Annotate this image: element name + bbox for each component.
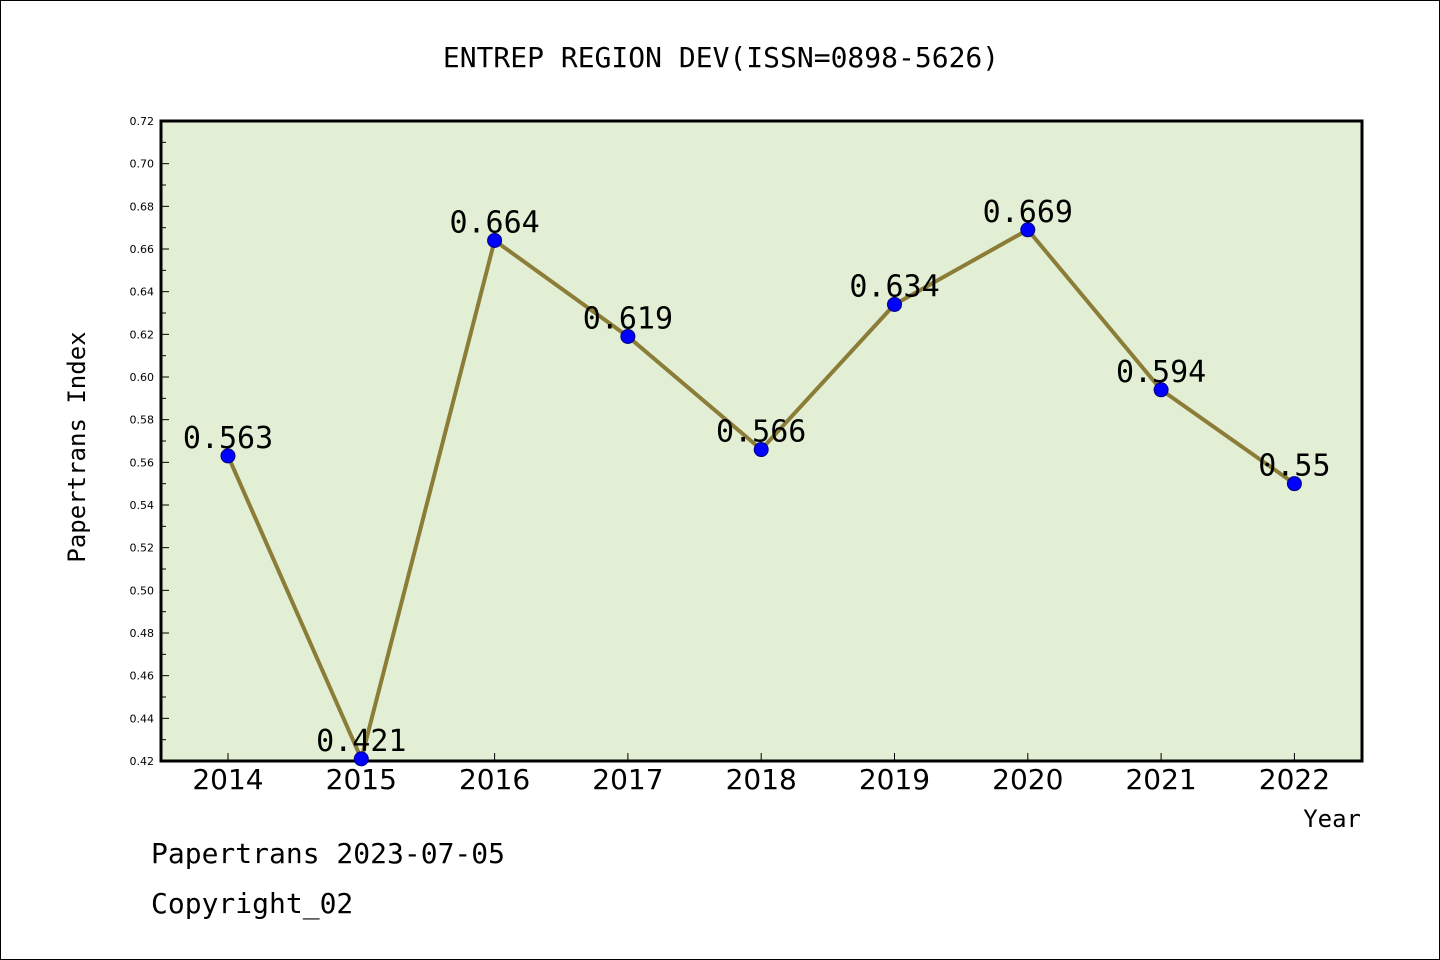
x-axis-ticks: 2014 2015 2016 2017 2018 2019 2020 2021 2022	[192, 753, 1330, 796]
y-tick-label: 0.60	[130, 371, 155, 384]
data-label: 0.634	[849, 269, 939, 304]
y-axis-label: Papertrans Index	[63, 331, 91, 562]
x-tick-label: 2017	[592, 763, 663, 796]
x-tick-label: 2021	[1125, 763, 1196, 796]
data-series	[220, 222, 1302, 767]
y-axis-ticks: 0.42 0.44 0.46 0.48 0.50 0.52 0.54 0.56 0.58 0.60…	[130, 115, 169, 768]
data-label: 0.669	[983, 195, 1073, 230]
data-point	[620, 328, 636, 344]
data-label: 0.664	[449, 205, 539, 240]
data-point	[487, 232, 503, 248]
data-label: 0.55	[1258, 449, 1330, 484]
data-label: 0.421	[316, 724, 406, 759]
y-tick-label: 0.62	[130, 328, 155, 341]
y-tick-label: 0.50	[130, 584, 155, 597]
x-tick-label: 2020	[992, 763, 1063, 796]
x-tick-label: 2018	[726, 763, 797, 796]
data-point	[1286, 476, 1302, 492]
data-point	[1153, 382, 1169, 398]
data-point	[753, 442, 769, 458]
footer-copyright: Copyright_02	[151, 887, 354, 920]
data-label: 0.566	[716, 415, 806, 450]
y-tick-label: 0.48	[130, 627, 155, 640]
y-tick-label: 0.44	[130, 712, 155, 725]
x-axis-label: Year	[1303, 805, 1361, 833]
y-tick-label: 0.42	[130, 755, 155, 768]
footer-date: Papertrans 2023-07-05	[151, 837, 506, 870]
y-tick-label: 0.54	[130, 499, 155, 512]
data-point	[1020, 222, 1036, 238]
y-tick-label: 0.68	[130, 200, 155, 213]
y-tick-label: 0.56	[130, 456, 155, 469]
x-tick-label: 2016	[459, 763, 530, 796]
data-point	[887, 296, 902, 312]
data-label: 0.563	[183, 421, 273, 456]
y-tick-label: 0.72	[130, 115, 155, 128]
y-tick-label: 0.58	[130, 414, 155, 427]
chart-title: ENTREP REGION DEV(ISSN=0898-5626)	[443, 41, 999, 74]
plot-area	[159, 119, 1364, 763]
x-tick-label: 2015	[326, 763, 397, 796]
x-tick-label: 2022	[1259, 763, 1330, 796]
data-point	[220, 448, 236, 464]
y-tick-label: 0.70	[130, 158, 155, 171]
y-tick-label: 0.46	[130, 670, 155, 683]
data-label: 0.619	[583, 301, 673, 336]
x-tick-label: 2014	[192, 763, 263, 796]
x-tick-label: 2019	[859, 763, 930, 796]
data-point	[353, 751, 369, 767]
y-tick-label: 0.64	[130, 286, 155, 299]
data-label: 0.594	[1116, 355, 1206, 390]
y-tick-label: 0.66	[130, 243, 155, 256]
data-labels: 0.563 0.421 0.664 0.619 0.566 0.634 0.669 0.594…	[183, 195, 1331, 759]
y-tick-label: 0.52	[130, 542, 155, 555]
